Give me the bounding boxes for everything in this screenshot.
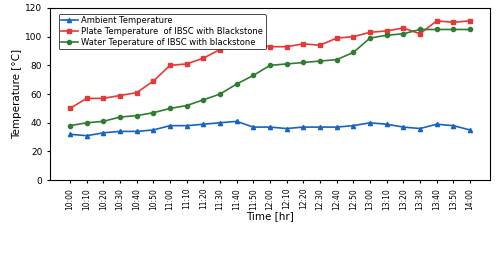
Water Teperature of IBSC with blackstone <box>350 51 356 54</box>
Ambient Temperature <box>150 128 156 131</box>
Plate Temperature  of IBSC with Blackstone <box>300 42 306 45</box>
Ambient Temperature <box>250 126 256 129</box>
Water Teperature of IBSC with blackstone <box>300 61 306 64</box>
Plate Temperature  of IBSC with Blackstone <box>67 107 73 110</box>
Ambient Temperature <box>267 126 273 129</box>
Plate Temperature  of IBSC with Blackstone <box>284 45 290 48</box>
Ambient Temperature <box>434 123 440 126</box>
Water Teperature of IBSC with blackstone <box>217 92 223 96</box>
Legend: Ambient Temperature, Plate Temperature  of IBSC with Blackstone, Water Teperatur: Ambient Temperature, Plate Temperature o… <box>58 14 266 49</box>
Water Teperature of IBSC with blackstone <box>84 121 89 124</box>
Ambient Temperature <box>367 121 373 124</box>
Ambient Temperature <box>134 130 140 133</box>
Water Teperature of IBSC with blackstone <box>267 64 273 67</box>
Water Teperature of IBSC with blackstone <box>134 114 140 117</box>
Plate Temperature  of IBSC with Blackstone <box>434 19 440 23</box>
Plate Temperature  of IBSC with Blackstone <box>317 44 323 47</box>
Water Teperature of IBSC with blackstone <box>117 116 123 119</box>
Plate Temperature  of IBSC with Blackstone <box>367 31 373 34</box>
Ambient Temperature <box>100 131 106 134</box>
Plate Temperature  of IBSC with Blackstone <box>250 42 256 45</box>
Ambient Temperature <box>167 124 173 127</box>
Ambient Temperature <box>217 121 223 124</box>
Ambient Temperature <box>84 134 89 137</box>
Ambient Temperature <box>317 126 323 129</box>
Plate Temperature  of IBSC with Blackstone <box>267 45 273 48</box>
Water Teperature of IBSC with blackstone <box>167 107 173 110</box>
Water Teperature of IBSC with blackstone <box>184 104 190 107</box>
Plate Temperature  of IBSC with Blackstone <box>450 21 456 24</box>
Plate Temperature  of IBSC with Blackstone <box>167 64 173 67</box>
Ambient Temperature <box>284 127 290 130</box>
Ambient Temperature <box>384 123 390 126</box>
Line: Plate Temperature  of IBSC with Blackstone: Plate Temperature of IBSC with Blackston… <box>68 19 472 111</box>
Ambient Temperature <box>417 127 423 130</box>
Water Teperature of IBSC with blackstone <box>100 120 106 123</box>
Plate Temperature  of IBSC with Blackstone <box>384 29 390 33</box>
Ambient Temperature <box>467 128 473 131</box>
Plate Temperature  of IBSC with Blackstone <box>134 91 140 94</box>
Plate Temperature  of IBSC with Blackstone <box>350 35 356 38</box>
Water Teperature of IBSC with blackstone <box>400 32 406 35</box>
Water Teperature of IBSC with blackstone <box>334 58 340 61</box>
Water Teperature of IBSC with blackstone <box>200 98 206 101</box>
Ambient Temperature <box>450 124 456 127</box>
Plate Temperature  of IBSC with Blackstone <box>467 19 473 23</box>
Water Teperature of IBSC with blackstone <box>234 82 239 86</box>
Water Teperature of IBSC with blackstone <box>450 28 456 31</box>
Water Teperature of IBSC with blackstone <box>67 124 73 127</box>
Plate Temperature  of IBSC with Blackstone <box>334 37 340 40</box>
Plate Temperature  of IBSC with Blackstone <box>117 94 123 97</box>
X-axis label: Time [hr]: Time [hr] <box>246 211 294 221</box>
Ambient Temperature <box>117 130 123 133</box>
Water Teperature of IBSC with blackstone <box>317 59 323 63</box>
Plate Temperature  of IBSC with Blackstone <box>200 57 206 60</box>
Water Teperature of IBSC with blackstone <box>284 62 290 65</box>
Plate Temperature  of IBSC with Blackstone <box>234 39 239 43</box>
Water Teperature of IBSC with blackstone <box>384 34 390 37</box>
Y-axis label: Temperature [°C]: Temperature [°C] <box>12 49 22 139</box>
Plate Temperature  of IBSC with Blackstone <box>150 80 156 83</box>
Ambient Temperature <box>350 124 356 127</box>
Ambient Temperature <box>400 126 406 129</box>
Water Teperature of IBSC with blackstone <box>150 111 156 114</box>
Ambient Temperature <box>334 126 340 129</box>
Water Teperature of IBSC with blackstone <box>434 28 440 31</box>
Plate Temperature  of IBSC with Blackstone <box>84 97 89 100</box>
Water Teperature of IBSC with blackstone <box>250 74 256 77</box>
Ambient Temperature <box>300 126 306 129</box>
Ambient Temperature <box>67 133 73 136</box>
Ambient Temperature <box>234 120 239 123</box>
Plate Temperature  of IBSC with Blackstone <box>417 32 423 35</box>
Line: Ambient Temperature: Ambient Temperature <box>68 119 472 138</box>
Ambient Temperature <box>200 123 206 126</box>
Plate Temperature  of IBSC with Blackstone <box>184 62 190 65</box>
Plate Temperature  of IBSC with Blackstone <box>100 97 106 100</box>
Line: Water Teperature of IBSC with blackstone: Water Teperature of IBSC with blackstone <box>68 27 472 128</box>
Water Teperature of IBSC with blackstone <box>367 37 373 40</box>
Water Teperature of IBSC with blackstone <box>467 28 473 31</box>
Water Teperature of IBSC with blackstone <box>417 28 423 31</box>
Plate Temperature  of IBSC with Blackstone <box>217 48 223 51</box>
Ambient Temperature <box>184 124 190 127</box>
Plate Temperature  of IBSC with Blackstone <box>400 26 406 30</box>
